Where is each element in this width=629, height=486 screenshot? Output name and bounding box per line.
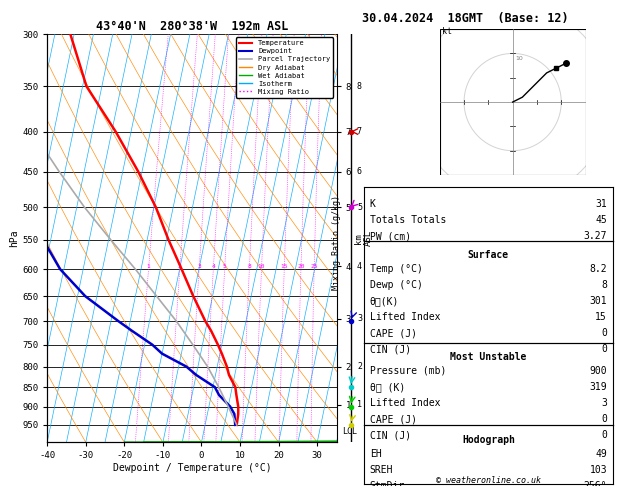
Text: 45: 45 [595,215,607,226]
Text: 10: 10 [515,56,523,61]
Text: 8: 8 [601,280,607,290]
Text: CIN (J): CIN (J) [370,430,411,440]
Text: 8: 8 [247,264,251,269]
Text: 0: 0 [601,430,607,440]
Text: CIN (J): CIN (J) [370,344,411,354]
Text: Hodograph: Hodograph [462,435,515,445]
Text: 31: 31 [595,199,607,209]
Text: LCL: LCL [342,427,357,436]
Text: 20: 20 [297,264,304,269]
Text: 15: 15 [281,264,288,269]
Text: Totals Totals: Totals Totals [370,215,446,226]
Text: 15: 15 [595,312,607,322]
Text: 5: 5 [223,264,226,269]
Text: 3: 3 [198,264,201,269]
Text: 319: 319 [589,382,607,392]
Text: 5: 5 [357,203,362,212]
Text: CAPE (J): CAPE (J) [370,328,417,338]
Text: kt: kt [442,27,452,36]
Text: θᴇ(K): θᴇ(K) [370,296,399,306]
Text: 7: 7 [357,127,362,136]
Text: 0: 0 [601,328,607,338]
Y-axis label: km
ASL: km ASL [353,230,373,246]
Text: Surface: Surface [468,250,509,260]
Text: 4: 4 [357,262,362,271]
Text: 3: 3 [357,314,362,323]
Text: 8: 8 [357,82,362,91]
Text: 30.04.2024  18GMT  (Base: 12): 30.04.2024 18GMT (Base: 12) [362,12,568,25]
Y-axis label: hPa: hPa [9,229,19,247]
Text: Most Unstable: Most Unstable [450,352,526,363]
Text: Pressure (mb): Pressure (mb) [370,366,446,376]
Text: 103: 103 [589,465,607,475]
Text: 2: 2 [357,362,362,371]
Text: 4: 4 [211,264,215,269]
Text: θᴇ (K): θᴇ (K) [370,382,405,392]
Text: StmDir: StmDir [370,481,405,486]
Text: 1: 1 [357,400,362,409]
Text: SREH: SREH [370,465,393,475]
Text: 0: 0 [601,344,607,354]
Text: Lifted Index: Lifted Index [370,312,440,322]
Text: 3: 3 [601,398,607,408]
Text: © weatheronline.co.uk: © weatheronline.co.uk [436,476,541,485]
Text: Temp (°C): Temp (°C) [370,264,423,274]
Text: 0: 0 [601,414,607,424]
Text: PW (cm): PW (cm) [370,231,411,242]
Text: 301: 301 [589,296,607,306]
Text: 900: 900 [589,366,607,376]
Text: 1: 1 [147,264,150,269]
Text: 49: 49 [595,449,607,459]
Text: CAPE (J): CAPE (J) [370,414,417,424]
Title: 43°40'N  280°38'W  192m ASL: 43°40'N 280°38'W 192m ASL [96,20,288,33]
Text: 8.2: 8.2 [589,264,607,274]
Text: 25: 25 [310,264,318,269]
Legend: Temperature, Dewpoint, Parcel Trajectory, Dry Adiabat, Wet Adiabat, Isotherm, Mi: Temperature, Dewpoint, Parcel Trajectory… [236,37,333,98]
Text: 3.27: 3.27 [584,231,607,242]
Text: Lifted Index: Lifted Index [370,398,440,408]
Text: 2: 2 [178,264,182,269]
Text: Dewp (°C): Dewp (°C) [370,280,423,290]
Text: 6: 6 [357,167,362,176]
Text: Mixing Ratio (g/kg): Mixing Ratio (g/kg) [332,195,341,291]
X-axis label: Dewpoint / Temperature (°C): Dewpoint / Temperature (°C) [113,463,271,473]
Text: EH: EH [370,449,382,459]
Text: 256°: 256° [584,481,607,486]
Text: K: K [370,199,376,209]
Text: 10: 10 [258,264,265,269]
